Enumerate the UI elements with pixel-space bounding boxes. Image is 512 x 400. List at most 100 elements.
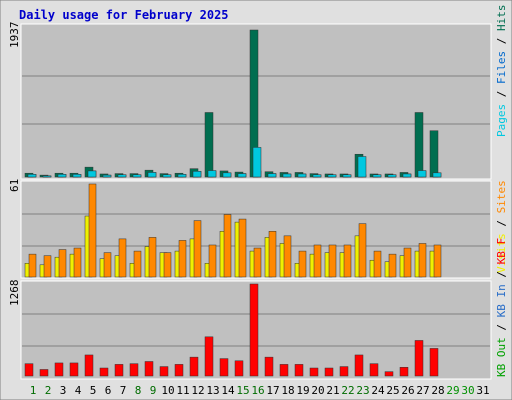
day-label: 31 — [476, 384, 489, 397]
day-label: 30 — [461, 384, 474, 397]
kb-f-bar — [129, 363, 139, 377]
day-label: 15 — [236, 384, 249, 397]
kb-f-bar — [369, 363, 379, 377]
pages-bar — [207, 170, 217, 178]
legend-entry: / — [495, 264, 508, 284]
pages-bar — [327, 174, 337, 178]
kb-f-bar — [399, 367, 409, 377]
middle-legend: Visits / Sites — [495, 180, 508, 273]
day-label: 12 — [191, 384, 204, 397]
kb-f-bar — [174, 364, 184, 377]
sites-bar — [283, 235, 292, 278]
kb-f-bar — [384, 371, 394, 377]
day-label: 28 — [431, 384, 444, 397]
chart-title: Daily usage for February 2025 — [19, 8, 229, 22]
hits-bar — [429, 130, 439, 178]
kb-f-bar — [249, 283, 259, 377]
pages-bar — [87, 170, 97, 178]
legend-entry: Visits — [495, 233, 508, 273]
pages-bar — [27, 174, 37, 178]
bottom-max-label: 1268 — [8, 280, 21, 307]
sites-bar — [43, 255, 52, 278]
day-label: 18 — [281, 384, 294, 397]
sites-bar — [403, 247, 412, 278]
sites-bar — [298, 250, 307, 278]
day-label: 16 — [251, 384, 264, 397]
sites-bar — [433, 244, 442, 278]
day-label: 2 — [45, 384, 52, 397]
kb-f-bar — [219, 358, 229, 377]
legend-entry: Hits — [495, 5, 508, 32]
legend-entry: Files — [495, 51, 508, 84]
sites-bar — [133, 250, 142, 278]
day-label: 22 — [341, 384, 354, 397]
pages-bar — [162, 174, 172, 178]
sites-bar — [253, 247, 262, 278]
sites-bar — [178, 240, 187, 278]
pages-bar — [402, 173, 412, 178]
sites-bar — [88, 183, 97, 278]
kb-f-bar — [354, 354, 364, 377]
sites-bar — [208, 244, 217, 278]
day-label: 7 — [120, 384, 127, 397]
kb-f-bar — [324, 367, 334, 377]
day-label: 26 — [401, 384, 414, 397]
sites-bar — [163, 252, 172, 278]
sites-bar — [328, 244, 337, 278]
sites-bar — [343, 244, 352, 278]
sites-bar — [238, 218, 247, 278]
sites-bar — [193, 220, 202, 278]
pages-bar — [387, 174, 397, 178]
legend-entry: Pages — [495, 104, 508, 137]
day-axis-labels: 1 2 3 4 5 6 7 8 9 10 11 12 13 14 15 16 17 18 19 20 21 22 23 24 2… — [30, 384, 490, 397]
sites-bar — [73, 247, 82, 278]
pages-bar — [282, 173, 292, 178]
kb-f-bar — [234, 360, 244, 377]
sites-bar — [388, 253, 397, 278]
day-label: 27 — [416, 384, 429, 397]
pages-bar — [102, 174, 112, 178]
pages-bar — [72, 174, 82, 178]
day-label: 19 — [296, 384, 309, 397]
legend-entry: / — [495, 213, 508, 233]
kb-f-bar — [159, 366, 169, 377]
legend-entry: KB Out — [495, 337, 508, 377]
pages-bar — [147, 172, 157, 178]
day-label: 1 — [30, 384, 37, 397]
hits-bar — [414, 112, 424, 178]
middle-max-label: 61 — [8, 179, 21, 192]
sites-bar — [148, 237, 157, 278]
day-label: 21 — [326, 384, 339, 397]
day-label: 4 — [75, 384, 82, 397]
kb-f-bar — [144, 361, 154, 377]
day-label: 14 — [221, 384, 235, 397]
sites-bar — [418, 243, 427, 278]
pages-bar — [42, 175, 52, 178]
kb-f-bar — [414, 340, 424, 377]
pages-bar — [372, 174, 382, 178]
day-label: 25 — [386, 384, 399, 397]
sites-bar — [358, 223, 367, 278]
sites-bar — [373, 250, 382, 278]
hits-bar — [204, 112, 214, 178]
kb-f-bar — [264, 356, 274, 377]
kb-f-bar — [84, 354, 94, 377]
pages-bar — [132, 174, 142, 178]
sites-bar — [268, 231, 277, 278]
pages-bar — [267, 173, 277, 178]
sites-bar — [103, 252, 112, 278]
sites-bar — [28, 253, 37, 278]
kb-f-bar — [429, 348, 439, 377]
pages-bar — [342, 174, 352, 178]
kb-f-bar — [39, 369, 49, 377]
day-label: 9 — [150, 384, 157, 397]
legend-entry: / — [495, 317, 508, 337]
sites-bar — [313, 244, 322, 278]
pages-bar — [432, 172, 442, 178]
kb-f-bar — [54, 362, 64, 377]
kb-f-bar — [24, 363, 34, 377]
top-legend: Pages / Files / Hits — [495, 5, 508, 138]
day-label: 6 — [105, 384, 112, 397]
pages-bar — [177, 174, 187, 178]
pages-bar — [57, 174, 67, 178]
